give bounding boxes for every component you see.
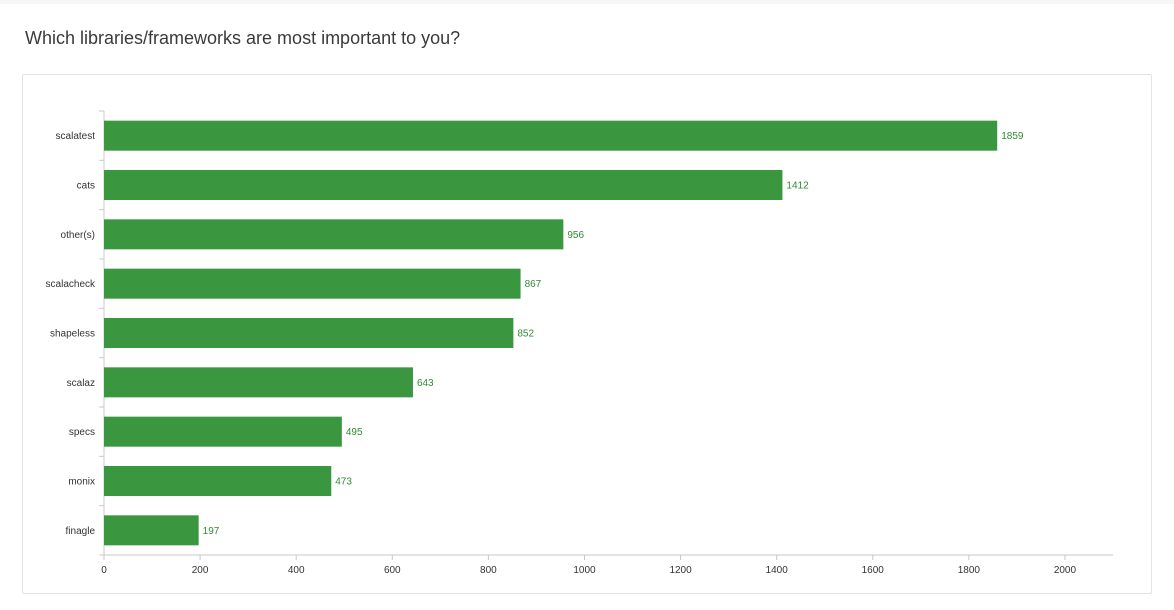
data-label: 867 (525, 279, 542, 290)
chart-card: 0 200 400 600 800 1000 1200 1400 1600 1800 2000 sca… (22, 74, 1152, 594)
bar-scalacheck[interactable] (104, 268, 521, 299)
category-label: cats (77, 181, 95, 192)
bar-shapeless[interactable] (104, 318, 514, 348)
x-tick-label: 200 (192, 565, 209, 576)
data-label: 852 (517, 329, 534, 340)
bar-other-s[interactable] (104, 219, 564, 250)
data-label: 495 (346, 427, 363, 438)
x-tick-label: 2000 (1054, 565, 1077, 576)
bar-monix[interactable] (104, 466, 332, 496)
x-tick-label: 800 (480, 565, 497, 576)
data-label: 473 (335, 477, 352, 488)
category-label: finagle (66, 526, 96, 537)
category-label: shapeless (50, 329, 95, 340)
data-label: 1412 (786, 181, 809, 192)
survey-page: Which libraries/frameworks are most impo… (0, 4, 1174, 610)
category-label: specs (69, 427, 95, 438)
x-tick-label: 1600 (862, 565, 885, 576)
x-tick-label: 1800 (958, 565, 981, 576)
data-label: 197 (203, 526, 220, 537)
bar-scalatest[interactable] (104, 120, 998, 151)
question-title: Which libraries/frameworks are most impo… (25, 28, 461, 48)
x-tick-label: 400 (288, 565, 305, 576)
x-tick-label: 0 (101, 565, 107, 576)
data-label: 643 (417, 378, 434, 389)
bar-specs[interactable] (104, 416, 342, 447)
data-label: 956 (567, 230, 584, 241)
x-tick-label: 1400 (766, 565, 789, 576)
category-label: monix (68, 477, 95, 488)
category-label: scalatest (56, 131, 96, 142)
x-tick-label: 1000 (573, 565, 596, 576)
bar-finagle[interactable] (104, 515, 199, 546)
bar-scalaz[interactable] (104, 367, 413, 398)
bar-cats[interactable] (104, 170, 783, 200)
category-label: scalaz (67, 378, 95, 389)
bar-chart: 0 200 400 600 800 1000 1200 1400 1600 1800 2000 sca… (46, 110, 1113, 576)
x-tick-label: 600 (384, 565, 401, 576)
x-tick-label: 1200 (669, 565, 692, 576)
category-label: other(s) (61, 230, 95, 241)
category-label: scalacheck (46, 279, 96, 290)
data-label: 1859 (1001, 131, 1024, 142)
